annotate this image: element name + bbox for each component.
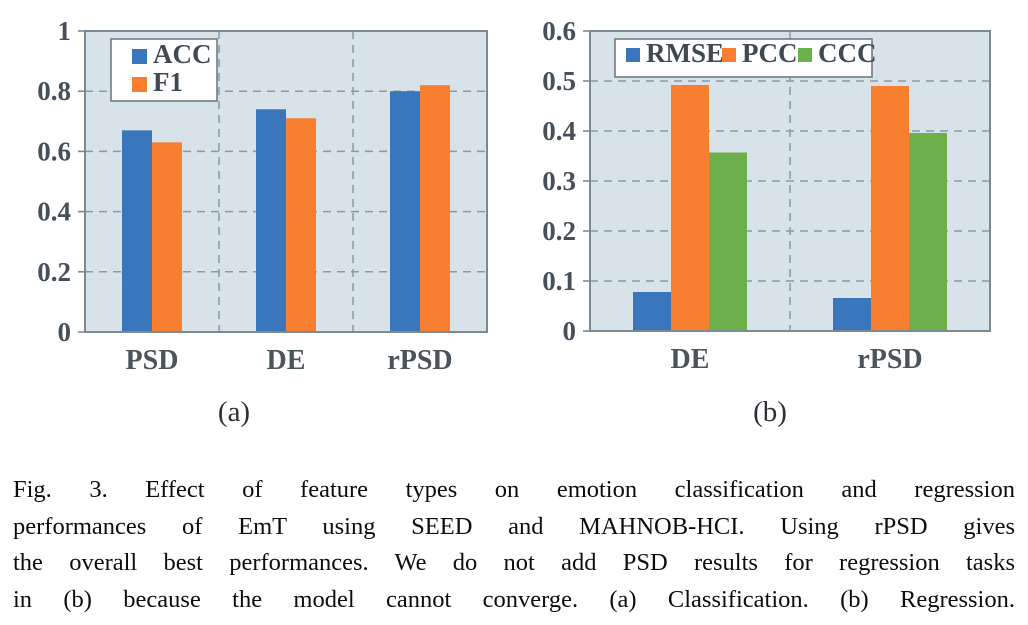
legend-swatch-F1 [132, 77, 147, 92]
legend-label-F1: F1 [153, 67, 183, 97]
y-tick-label: 0.2 [37, 257, 71, 287]
legend-swatch-PCC [722, 48, 736, 62]
y-tick-label: 0 [563, 316, 577, 346]
legend-label-RMSE: RMSE [646, 38, 724, 68]
caption-line: in (b) because the model cannot converge… [13, 585, 1015, 613]
y-tick-label: 0.3 [542, 166, 576, 196]
bar-rPSD-F1 [420, 85, 450, 333]
y-tick-label: 0.1 [542, 266, 576, 296]
bar-DE-RMSE [633, 292, 671, 331]
legend-label-CCC: CCC [818, 38, 877, 68]
bar-rPSD-ACC [390, 91, 420, 332]
bar-DE-F1 [286, 118, 316, 332]
caption-line: the overall best performances. We do not… [13, 549, 1015, 577]
bar-rPSD-PCC [871, 86, 909, 331]
y-tick-label: 0.5 [542, 66, 576, 96]
y-tick-label: 0.2 [542, 216, 576, 246]
caption-line: Fig. 3. Effect of feature types on emoti… [13, 476, 1015, 503]
y-tick-label: 1 [58, 16, 72, 46]
bar-DE-ACC [256, 109, 286, 332]
y-tick-label: 0.6 [542, 16, 576, 46]
chart-classification: 0 0.2 0.4 0.6 0.8 1 PSD DE rPSD ACC F1 [0, 0, 514, 392]
legend [110, 38, 218, 102]
legend-label-PCC: PCC [742, 38, 798, 68]
legend-label-ACC: ACC [153, 39, 212, 69]
figure-caption: Fig. 3. Effect of feature types on emoti… [13, 472, 1015, 618]
bar-PSD-ACC [122, 130, 152, 332]
bar-rPSD-RMSE [833, 298, 871, 331]
x-category-label: PSD [126, 345, 179, 376]
legend [614, 38, 873, 78]
chart-regression: 0 0.1 0.2 0.3 0.4 0.5 0.6 DE rPSD RMSE PCC CCC [500, 0, 1014, 392]
x-category-label: rPSD [387, 345, 452, 376]
bar-DE-CCC [709, 152, 747, 331]
caption-line: performances of EmT using SEED and MAHNO… [13, 512, 1015, 540]
y-tick-label: 0.4 [37, 197, 71, 227]
bar-rPSD-CCC [909, 133, 947, 331]
y-tick-label: 0.8 [37, 76, 71, 106]
chart-b-svg: 0 0.1 0.2 0.3 0.4 0.5 0.6 DE rPSD RMSE PCC CCC [542, 16, 991, 375]
legend-swatch-ACC [132, 49, 147, 64]
x-category-label: DE [267, 345, 306, 376]
bar-PSD-F1 [152, 142, 182, 332]
subcaption-a: (a) [217, 396, 251, 428]
y-tick-label: 0 [58, 317, 72, 347]
legend-swatch-CCC [798, 48, 812, 62]
legend-swatch-RMSE [626, 48, 640, 62]
y-tick-label: 0.4 [542, 116, 576, 146]
plot-border [84, 30, 488, 333]
y-tick-label: 0.6 [37, 136, 71, 166]
x-category-label: rPSD [857, 344, 922, 375]
bar-DE-PCC [671, 85, 709, 331]
x-category-label: DE [671, 344, 710, 375]
subcaption-b: (b) [753, 396, 787, 428]
